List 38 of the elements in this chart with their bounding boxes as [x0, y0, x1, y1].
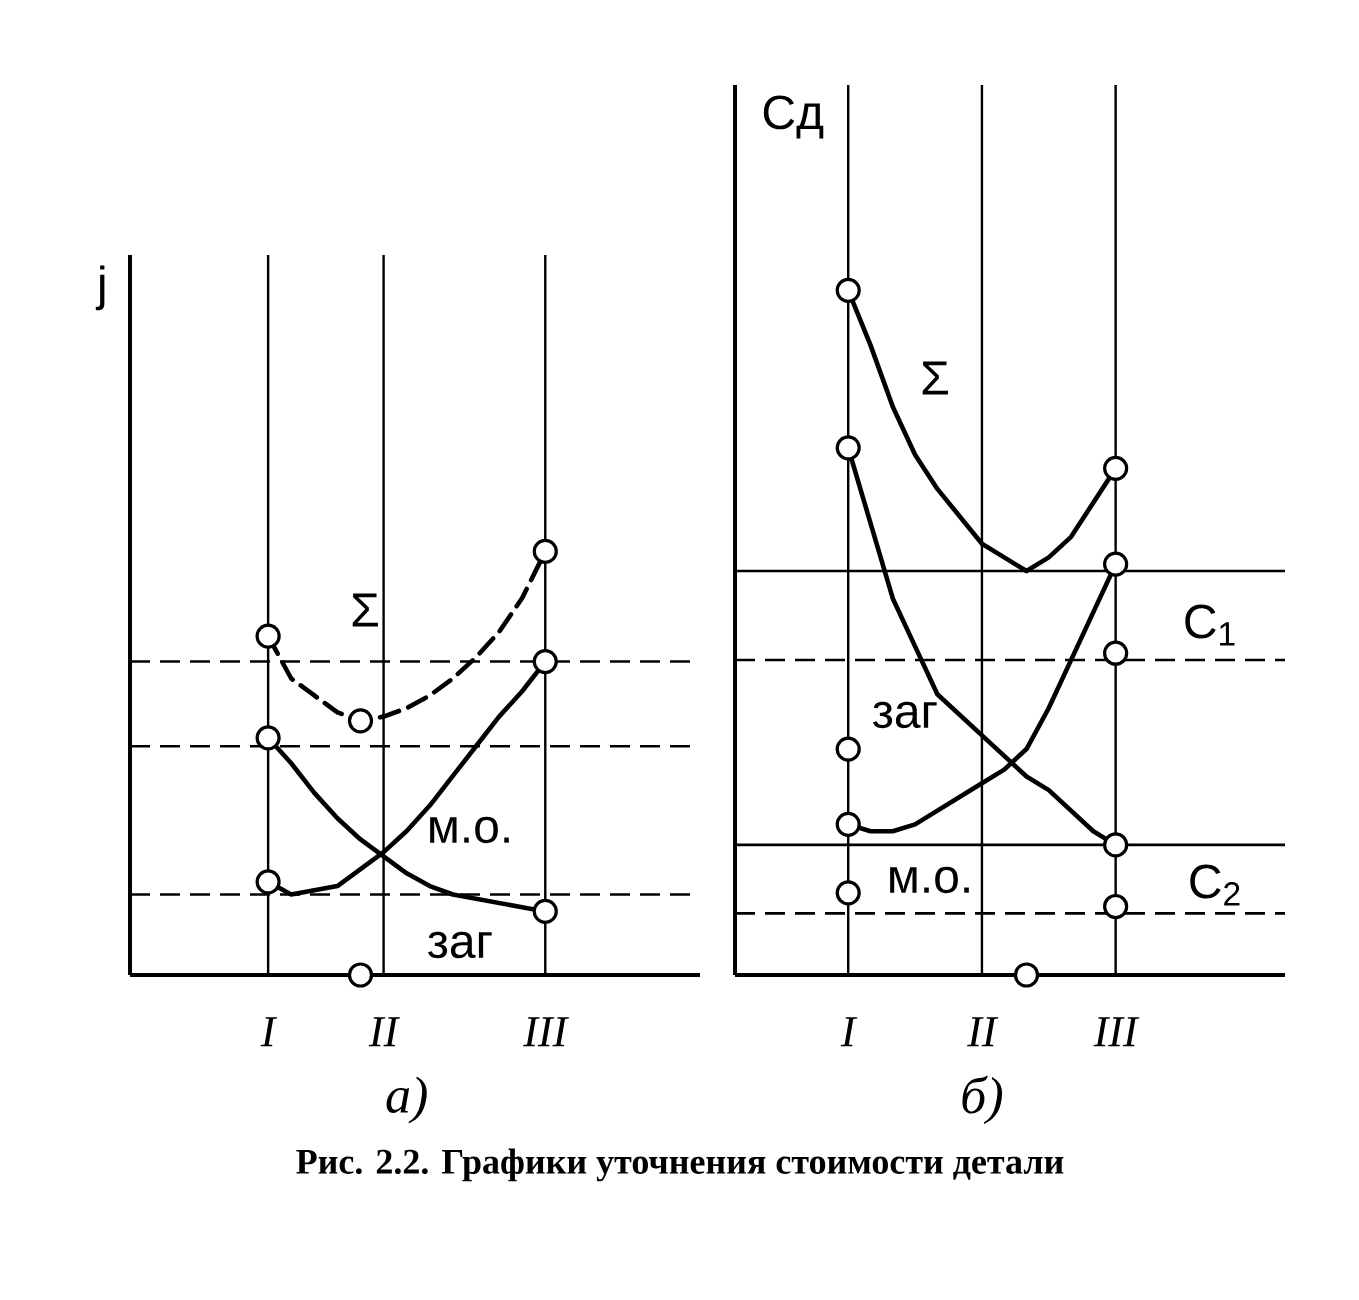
point — [532, 898, 558, 925]
point — [255, 725, 281, 751]
annotation: м.о. — [890, 866, 969, 894]
point — [1103, 551, 1129, 577]
annotation: заг — [428, 931, 492, 959]
point — [835, 880, 861, 906]
point — [835, 277, 861, 303]
point — [1103, 893, 1129, 920]
x-tick-label: II — [368, 1017, 400, 1047]
point — [532, 538, 558, 565]
point — [532, 648, 558, 675]
annotation: заг — [873, 701, 937, 729]
x-tick-label: II — [967, 1017, 999, 1047]
point — [347, 962, 374, 988]
point — [1103, 832, 1129, 858]
text: Рис. 2.2. Графики уточнения стоимости детали — [296, 1148, 1064, 1182]
point — [1103, 640, 1129, 666]
point — [1103, 455, 1129, 481]
annotation: Σ — [352, 593, 378, 627]
x-tick-label: III — [523, 1017, 569, 1047]
annotation: Σ — [922, 361, 948, 395]
annotation: м.о. — [430, 816, 509, 844]
text: C$_{2}$ — [1190, 864, 1240, 906]
x-tick-label: III — [1093, 1017, 1140, 1047]
x-tick-label: I — [840, 1017, 858, 1047]
point — [255, 623, 281, 649]
point — [835, 736, 861, 762]
point — [255, 869, 281, 895]
text: б) — [962, 1075, 1003, 1125]
x-tick-label: I — [260, 1017, 278, 1047]
point — [1013, 962, 1040, 988]
point — [835, 811, 861, 837]
point — [347, 708, 374, 734]
point — [835, 435, 861, 461]
y-axis-title: j — [95, 265, 105, 311]
y-axis-title: Сд — [763, 95, 824, 139]
text: C$_{1}$ — [1185, 604, 1235, 646]
text: а) — [386, 1076, 427, 1124]
